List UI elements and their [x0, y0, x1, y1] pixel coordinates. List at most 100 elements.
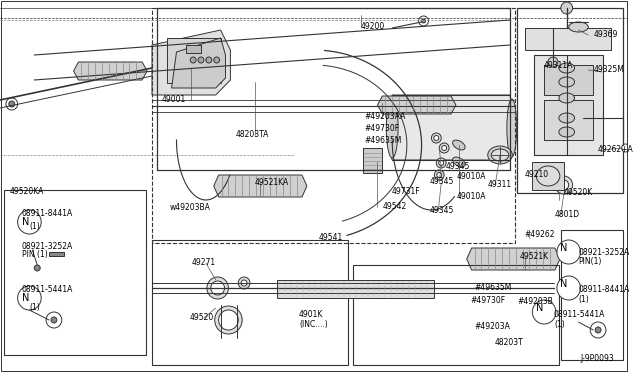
- Circle shape: [214, 57, 220, 63]
- Ellipse shape: [211, 281, 225, 295]
- Circle shape: [422, 19, 426, 23]
- Polygon shape: [378, 96, 456, 114]
- Ellipse shape: [387, 98, 398, 158]
- Text: #49203B: #49203B: [518, 297, 554, 306]
- Ellipse shape: [569, 22, 588, 32]
- Text: (1): (1): [29, 222, 40, 231]
- Circle shape: [557, 240, 580, 264]
- Circle shape: [35, 265, 40, 271]
- Ellipse shape: [452, 157, 465, 167]
- Text: 49345: 49345: [429, 206, 454, 215]
- Circle shape: [190, 57, 196, 63]
- Text: 49311: 49311: [487, 180, 511, 189]
- Circle shape: [46, 312, 62, 328]
- Text: N: N: [22, 293, 29, 303]
- Text: 49325M: 49325M: [593, 65, 624, 74]
- Text: #49635M: #49635M: [474, 283, 512, 292]
- Bar: [561, 230, 623, 360]
- Circle shape: [9, 101, 15, 107]
- Circle shape: [436, 173, 442, 177]
- Circle shape: [419, 16, 428, 26]
- Bar: [152, 240, 348, 365]
- Text: 08911-5441A: 08911-5441A: [22, 285, 73, 294]
- Circle shape: [439, 160, 444, 166]
- Text: 49521KA: 49521KA: [255, 178, 289, 187]
- Text: 4801D: 4801D: [555, 210, 580, 219]
- Text: #49262: #49262: [525, 230, 555, 239]
- Ellipse shape: [559, 113, 575, 123]
- Circle shape: [206, 57, 212, 63]
- Text: 49731F: 49731F: [391, 187, 420, 196]
- Text: 49521K: 49521K: [520, 252, 548, 261]
- Bar: [152, 8, 515, 243]
- Bar: [166, 38, 221, 83]
- Circle shape: [6, 98, 18, 110]
- Text: 49345: 49345: [446, 162, 470, 171]
- Bar: [532, 162, 564, 190]
- Text: 49542: 49542: [382, 202, 406, 211]
- Circle shape: [238, 277, 250, 289]
- Text: N: N: [22, 217, 29, 227]
- Text: N: N: [536, 303, 543, 313]
- Ellipse shape: [492, 149, 509, 161]
- Text: PIN (1): PIN (1): [22, 250, 47, 259]
- Text: 48203T: 48203T: [494, 338, 523, 347]
- Ellipse shape: [507, 99, 516, 157]
- Text: 48203TA: 48203TA: [236, 130, 269, 139]
- Bar: [516, 8, 623, 193]
- Text: #49730F: #49730F: [365, 124, 400, 133]
- Circle shape: [532, 300, 556, 324]
- Circle shape: [18, 286, 41, 310]
- Text: PIN(1): PIN(1): [579, 257, 602, 266]
- Text: 49010A: 49010A: [457, 172, 486, 181]
- Text: 49271: 49271: [191, 258, 215, 267]
- Circle shape: [436, 158, 446, 168]
- Text: 4901K: 4901K: [299, 310, 323, 319]
- Text: (1): (1): [29, 303, 40, 312]
- Polygon shape: [152, 30, 230, 95]
- Ellipse shape: [559, 63, 575, 73]
- Bar: [49, 252, 64, 256]
- Text: J-9P0093: J-9P0093: [580, 354, 614, 363]
- Bar: [534, 55, 603, 155]
- Text: 49001: 49001: [162, 95, 186, 104]
- Circle shape: [241, 280, 247, 286]
- Circle shape: [621, 144, 630, 152]
- Ellipse shape: [207, 277, 228, 299]
- Text: #49635M: #49635M: [365, 136, 402, 145]
- Circle shape: [219, 310, 238, 330]
- Circle shape: [18, 210, 41, 234]
- Circle shape: [435, 170, 444, 180]
- Text: 49010A: 49010A: [457, 192, 486, 201]
- Ellipse shape: [559, 93, 575, 103]
- Text: 49520KA: 49520KA: [10, 187, 44, 196]
- Circle shape: [557, 276, 580, 300]
- Text: 49369: 49369: [593, 30, 618, 39]
- Text: 08911-5441A: 08911-5441A: [554, 310, 605, 319]
- Circle shape: [431, 133, 441, 143]
- Text: #49730F: #49730F: [470, 296, 506, 305]
- Text: w49203BA: w49203BA: [170, 203, 211, 212]
- Ellipse shape: [452, 140, 465, 150]
- Ellipse shape: [555, 176, 573, 194]
- Text: (INC....): (INC....): [299, 320, 328, 329]
- Text: 49200: 49200: [361, 22, 385, 31]
- Bar: [544, 100, 593, 140]
- Bar: [278, 280, 435, 298]
- Bar: [4, 190, 146, 355]
- Bar: [525, 28, 611, 50]
- Text: (1): (1): [579, 295, 589, 304]
- Ellipse shape: [215, 306, 242, 334]
- Bar: [186, 45, 201, 53]
- Text: 49520: 49520: [189, 313, 214, 322]
- Ellipse shape: [559, 180, 569, 190]
- Circle shape: [434, 135, 439, 141]
- Text: #49203A: #49203A: [474, 322, 511, 331]
- Text: 08911-8441A: 08911-8441A: [579, 285, 630, 294]
- Circle shape: [51, 317, 57, 323]
- Bar: [544, 65, 593, 95]
- Text: 49311A: 49311A: [543, 61, 573, 70]
- Circle shape: [198, 57, 204, 63]
- Text: 49345: 49345: [429, 177, 454, 186]
- Text: 49541: 49541: [319, 233, 343, 242]
